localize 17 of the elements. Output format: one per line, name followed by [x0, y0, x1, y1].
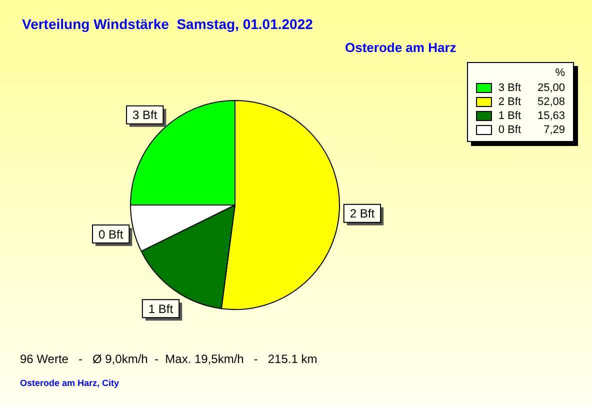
data-label: 52,08: [536, 96, 565, 108]
data-label: 25,00: [536, 82, 565, 94]
data-label: 15,63: [536, 110, 565, 122]
text: 96 Werte - Ø 9,0km/h - Max. 19,5km/h - 215.1 km: [20, 352, 318, 366]
chart-title: Verteilung Windstärke Samstag, 01.01.2022: [22, 16, 313, 32]
chart-subtitle: Osterode am Harz: [345, 40, 456, 55]
data-label: 7,29: [542, 124, 565, 136]
slice-label: 1 Bft: [148, 302, 174, 316]
legend-title: %: [554, 67, 565, 79]
text: Osterode am Harz, City: [20, 378, 120, 388]
slice-label: 3 Bft: [132, 108, 158, 122]
legend-label: 1 Bft: [498, 110, 521, 122]
slice-label: 2 Bft: [350, 206, 376, 221]
legend-label: 2 Bft: [498, 96, 521, 108]
slice-label: 0 Bft: [98, 227, 124, 242]
legend-label: 0 Bft: [498, 124, 521, 136]
legend-label: 3 Bft: [498, 82, 521, 94]
